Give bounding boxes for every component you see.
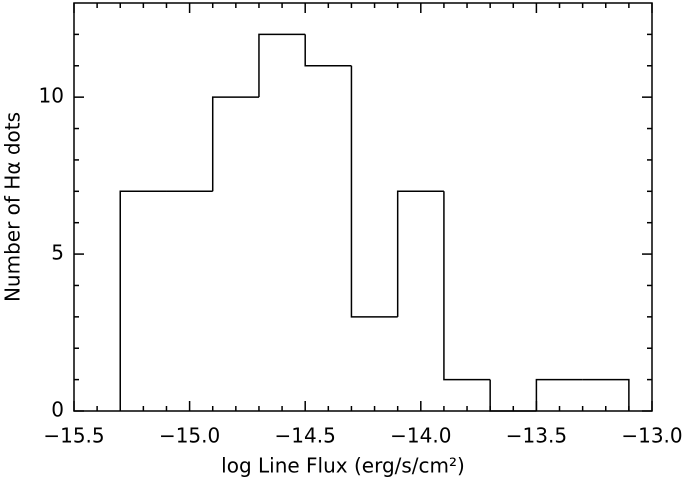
plot-frame [73,2,653,412]
x-tick-label: −14.0 [390,424,451,448]
histogram-bin [443,191,491,381]
y-tick-label: 5 [51,241,64,265]
y-tick-label: 10 [39,84,64,108]
histogram-bin [304,34,352,67]
y-axis-label: Number of Hα dots [1,112,25,302]
histogram-bin [489,379,537,412]
x-tick-label: −13.0 [621,424,682,448]
x-tick-label: −15.5 [43,424,104,448]
x-tick-label: −13.5 [506,424,567,448]
histogram-bin [350,65,398,318]
histogram-bin [396,190,444,317]
histogram-bin [258,33,306,98]
histogram-bin [535,378,583,411]
histogram-bin [119,190,167,411]
x-tick-label: −15.0 [159,424,220,448]
histogram-bin [211,96,259,192]
x-tick-label: −14.5 [275,424,336,448]
y-tick-label: 0 [51,398,64,422]
x-axis-label: log Line Flux (erg/s/cm²) [221,454,465,478]
histogram-bin [582,378,630,411]
